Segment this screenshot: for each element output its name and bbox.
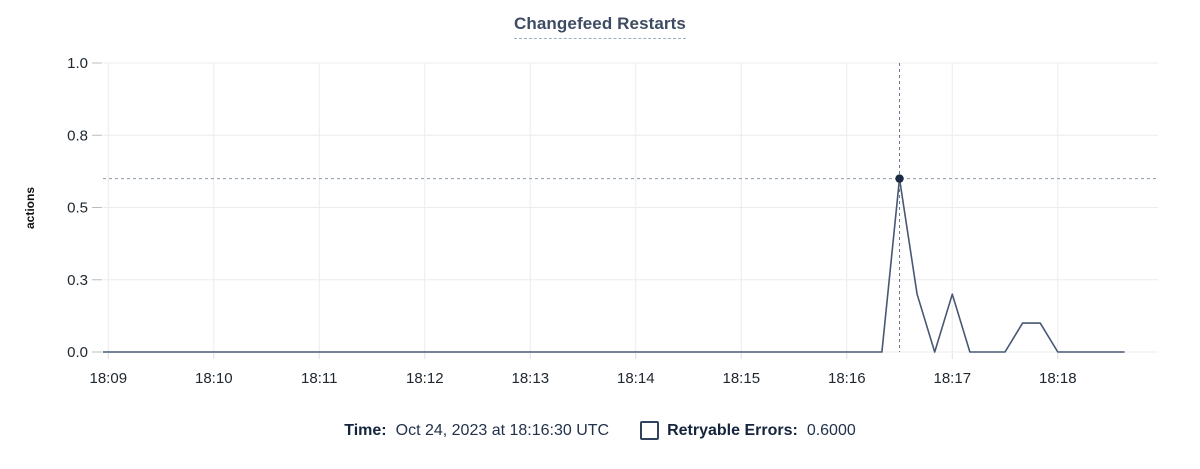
y-axis-title: actions [23, 187, 37, 229]
x-tick-label: 18:17 [934, 370, 972, 387]
y-tick-label: 0.3 [67, 272, 88, 289]
series-checkbox[interactable] [640, 421, 660, 440]
chart-canvas[interactable]: 0.0 0.3 0.5 0.8 1.0 18:09 18:10 18:11 18:12 18:13… [0, 0, 1200, 412]
hover-legend: Time: Oct 24, 2023 at 18:16:30 UTC Retry… [0, 421, 1200, 440]
y-tick-label: 1.0 [67, 55, 88, 72]
x-tick-label: 18:14 [617, 370, 655, 387]
hover-dot [895, 174, 904, 183]
time-label: Time: [344, 421, 387, 439]
series-line [103, 177, 1125, 353]
x-tick-label: 18:12 [406, 370, 444, 387]
y-tick-label: 0.8 [67, 127, 88, 144]
x-tick-label: 18:15 [723, 370, 761, 387]
series-legend-group: Retryable Errors: 0.6000 [640, 421, 856, 440]
x-tick-label: 18:18 [1039, 370, 1077, 387]
series-label[interactable]: Retryable Errors: [667, 421, 798, 439]
y-tick-label: 0.0 [67, 344, 88, 361]
x-tick-label: 18:13 [512, 370, 550, 387]
series-value: 0.6000 [806, 421, 856, 439]
x-tick-label: 18:10 [195, 370, 233, 387]
y-tick-label: 0.5 [67, 200, 88, 217]
chart-title[interactable]: Changefeed Restarts [514, 14, 686, 39]
x-tick-label: 18:11 [301, 370, 337, 387]
x-tick-label: 18:09 [90, 370, 128, 387]
time-value: Oct 24, 2023 at 18:16:30 UTC [395, 421, 610, 439]
hover-time-group: Time: Oct 24, 2023 at 18:16:30 UTC [344, 422, 609, 440]
chart-title-row: Changefeed Restarts [0, 14, 1200, 39]
x-tick-label: 18:16 [828, 370, 866, 387]
